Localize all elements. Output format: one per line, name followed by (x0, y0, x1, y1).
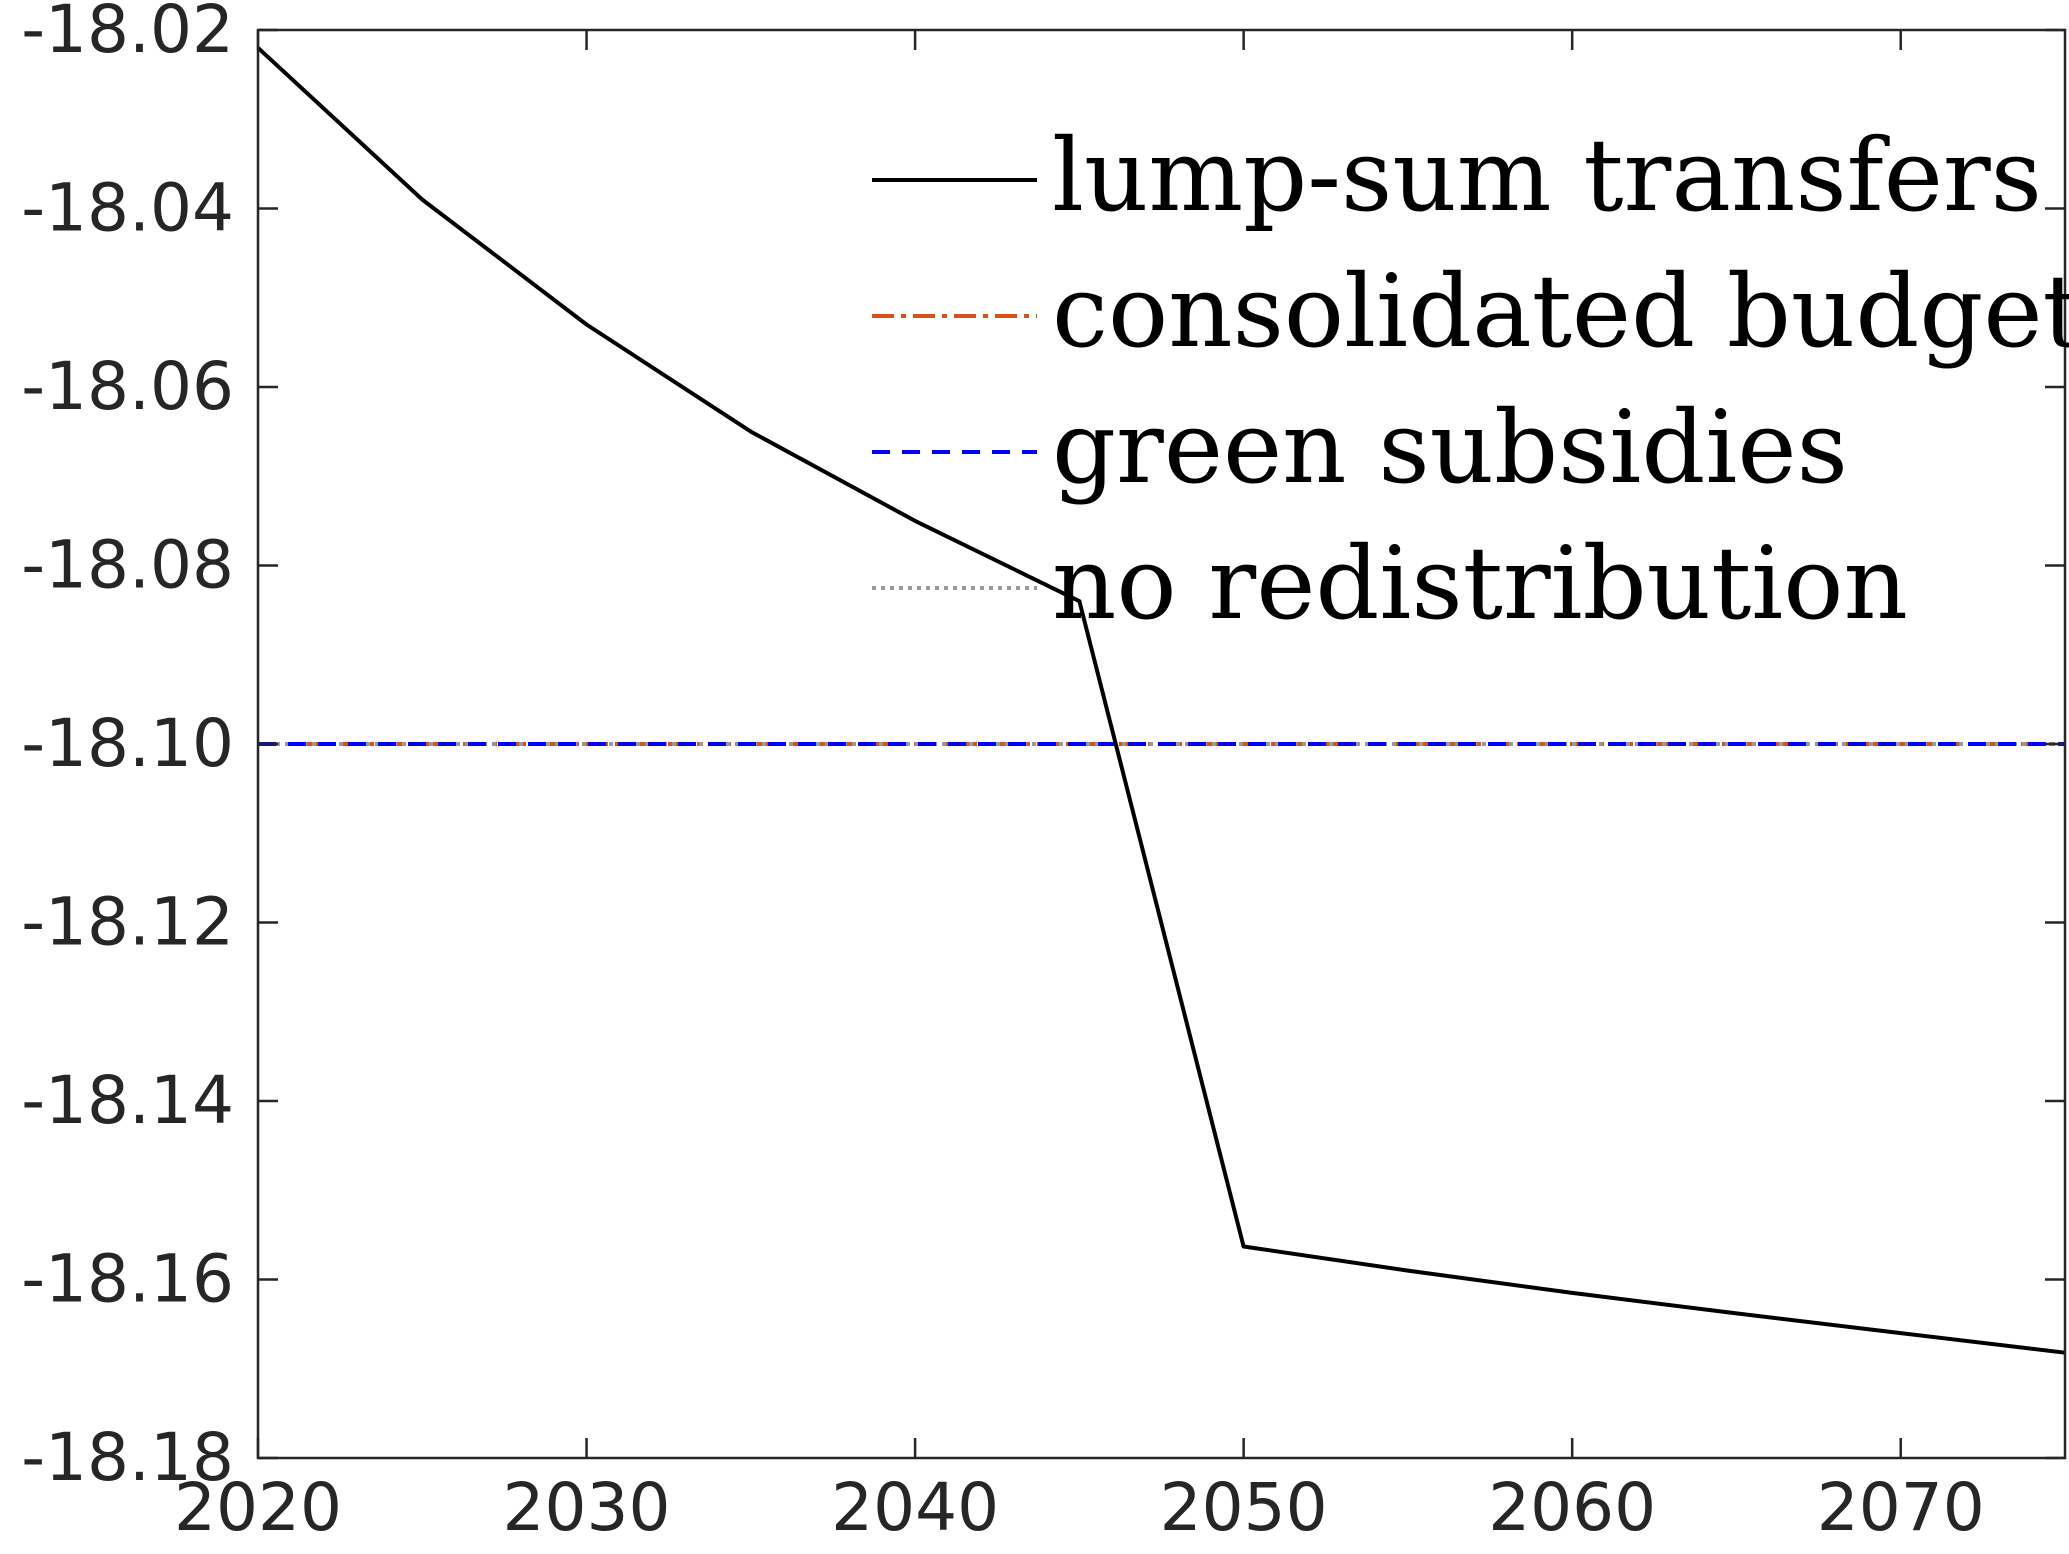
y-tick-label: -18.16 (21, 1241, 234, 1318)
legend-label: consolidated budget (1052, 253, 2069, 370)
x-tick-label: 2050 (1160, 1469, 1328, 1546)
y-tick-label: -18.08 (21, 527, 234, 604)
y-tick-label: -18.02 (21, 0, 234, 68)
y-tick-label: -18.10 (21, 705, 234, 782)
y-tick-label: -18.04 (21, 170, 234, 247)
legend: lump-sum transfers consolidated budget gre… (872, 117, 2069, 642)
y-tick-label: -18.12 (21, 884, 234, 961)
x-tick-label: 2030 (503, 1469, 671, 1546)
x-tick-label: 2060 (1488, 1469, 1656, 1546)
y-tick-label: -18.18 (21, 1419, 234, 1496)
legend-label: lump-sum transfers (1052, 117, 2042, 234)
x-tick-label: 2040 (831, 1469, 999, 1546)
x-tick-label: 2020 (174, 1469, 342, 1546)
legend-label: no redistribution (1052, 525, 1908, 642)
series-layer (256, 46, 2066, 1355)
y-tick-label: -18.14 (21, 1062, 234, 1139)
tick-layer: 2020 2030 2040 2050 2060 2070 -18.02 -18.04 -18.… (21, 0, 2065, 1546)
legend-label: green subsidies (1052, 389, 1848, 506)
series-line-lump-sum-transfers (256, 46, 2066, 1355)
y-tick-label: -18.06 (21, 348, 234, 425)
x-tick-label: 2070 (1817, 1469, 1985, 1546)
